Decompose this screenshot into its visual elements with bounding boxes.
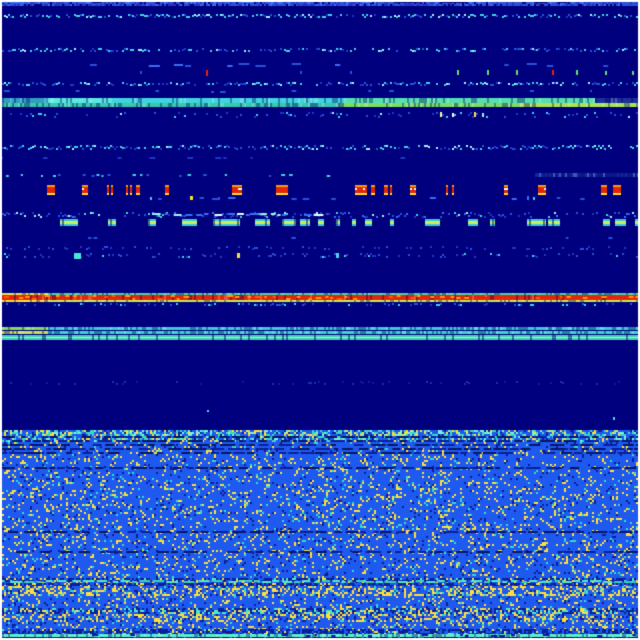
spectrogram-canvas: [0, 0, 640, 640]
spectrogram-image: [0, 0, 640, 640]
